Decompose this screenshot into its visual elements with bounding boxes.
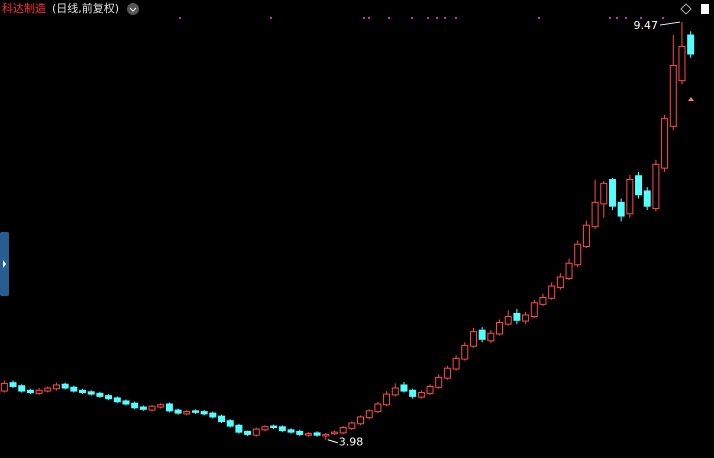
candle-body <box>496 322 504 335</box>
candle-body <box>139 406 147 410</box>
candle-body <box>304 433 312 436</box>
candle-body <box>235 424 243 433</box>
candle-body <box>278 426 286 432</box>
signal-dots <box>179 17 664 19</box>
candle-body <box>0 382 8 392</box>
candle-body <box>687 34 695 55</box>
candle-body <box>296 430 304 435</box>
candle-body <box>652 163 660 209</box>
candle-body <box>131 402 139 409</box>
candle-body <box>209 412 217 418</box>
max-arrow <box>659 21 681 26</box>
candle-body <box>409 389 417 397</box>
candle-body <box>70 386 78 392</box>
candle-body <box>435 376 443 388</box>
candle-body <box>530 302 538 317</box>
candle-body <box>469 331 477 347</box>
candle-body <box>35 389 43 394</box>
candle-body <box>591 201 599 228</box>
candle-body <box>105 395 113 400</box>
candle-body <box>270 425 278 429</box>
candle-body <box>18 385 26 392</box>
candle-body <box>96 392 104 397</box>
candle-body <box>539 296 547 305</box>
candle-body <box>661 118 669 169</box>
candle-body <box>244 430 252 435</box>
candle-body <box>165 403 173 412</box>
candle-body <box>261 426 269 431</box>
candle-body <box>643 190 651 207</box>
candle-body <box>487 332 495 342</box>
candle-body <box>548 285 556 299</box>
candle-body <box>504 315 512 325</box>
candle-body <box>417 392 425 398</box>
candle-body <box>400 384 408 392</box>
candle-body <box>44 387 52 392</box>
candle-body <box>452 357 460 370</box>
candle-body <box>157 404 165 408</box>
max-label: 9.47 <box>633 19 658 32</box>
candle-body <box>626 179 634 215</box>
candle-body <box>191 410 199 413</box>
candle-body <box>183 411 191 415</box>
min-arrow <box>327 439 338 444</box>
candle-body <box>556 276 564 289</box>
side-tab-arrow <box>3 260 6 268</box>
dropdown-icon <box>129 7 137 12</box>
candle-body <box>582 224 590 247</box>
chart-title: 科达制造 <box>2 1 46 15</box>
candle-body <box>122 400 130 405</box>
candle-body <box>252 428 260 436</box>
candle-body <box>218 415 226 422</box>
candle-body <box>61 383 69 389</box>
candle-body <box>357 416 365 425</box>
candle-body <box>9 382 17 387</box>
candle-body <box>200 411 208 415</box>
candle-body <box>513 312 521 321</box>
min-label: 3.98 <box>339 436 364 449</box>
candle-body <box>617 201 625 217</box>
candle-body <box>426 385 434 394</box>
candle-body <box>478 329 486 340</box>
candle-body <box>87 391 95 395</box>
candle-body <box>608 179 616 207</box>
candle-body <box>461 344 469 360</box>
candle-body <box>79 389 87 394</box>
candle-body <box>26 389 34 394</box>
candle-body <box>669 64 677 127</box>
candle-body <box>391 387 399 396</box>
plot-area: 9.47 3.98 <box>0 19 695 449</box>
candle-body <box>339 427 347 434</box>
candle-body <box>330 431 338 435</box>
candle-body <box>287 429 295 433</box>
candle-body <box>52 384 60 390</box>
candle-body <box>365 410 373 419</box>
candle-body <box>174 409 182 414</box>
dropdown-button[interactable] <box>127 3 139 15</box>
window-icon[interactable] <box>701 4 709 14</box>
candle-body <box>678 45 686 82</box>
candle-body <box>522 314 530 322</box>
candle-body <box>383 393 391 406</box>
candle-body <box>113 397 121 403</box>
candle-body <box>600 182 608 205</box>
candle-body <box>322 433 330 437</box>
candle-body <box>374 403 382 413</box>
marker <box>688 97 694 101</box>
candle-body <box>574 243 582 266</box>
candle-body <box>443 367 451 379</box>
candle-body <box>313 432 321 436</box>
chart-subtitle: (日线,前复权) <box>52 1 119 15</box>
candle-body <box>348 422 356 429</box>
candle-body <box>148 405 156 411</box>
candle-body <box>635 175 643 196</box>
candle-body <box>226 420 234 427</box>
shape-icon[interactable] <box>680 3 692 15</box>
candle-body <box>565 262 573 279</box>
